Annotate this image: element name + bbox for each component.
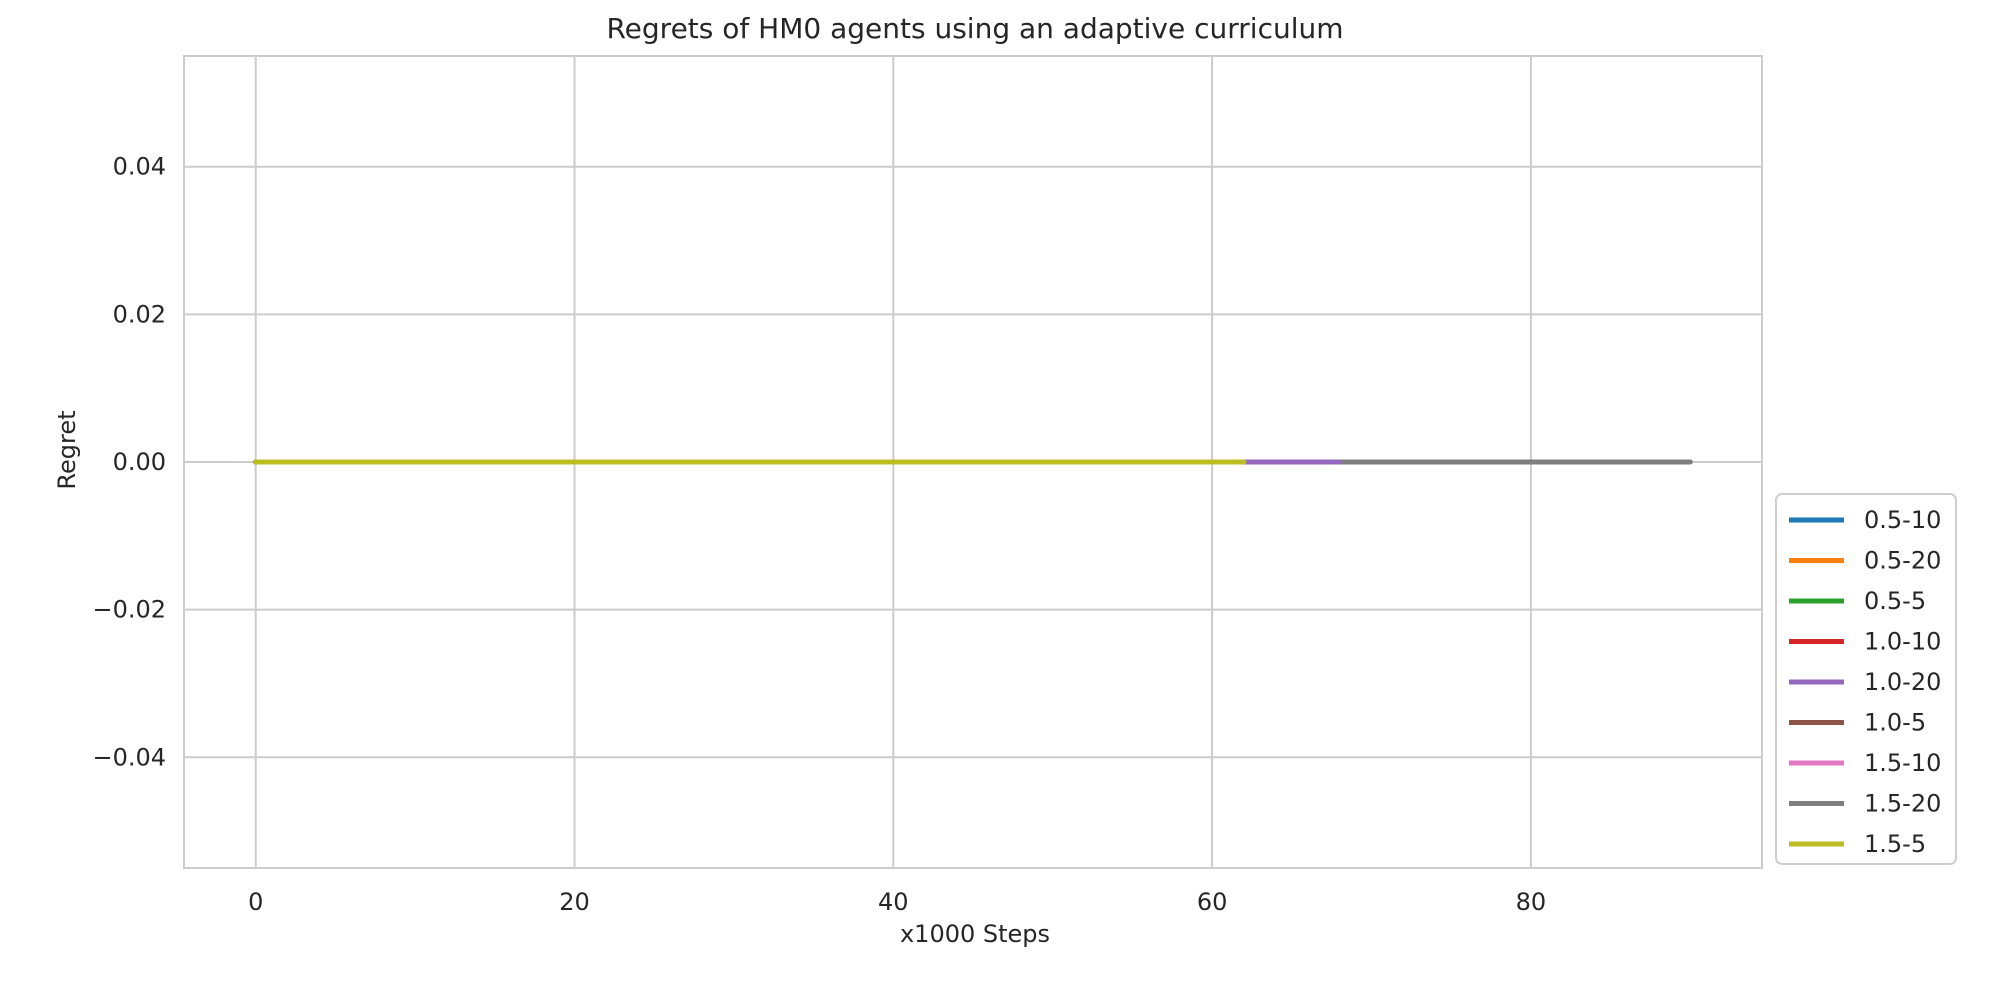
plot-area: [183, 55, 1763, 869]
x-tick-label: 20: [559, 888, 590, 916]
y-tick-label: 0.04: [113, 153, 166, 181]
y-tick-label: −0.04: [92, 743, 166, 771]
legend-box: [1775, 493, 1957, 865]
x-tick-label: 80: [1516, 888, 1547, 916]
chart-title: Regrets of HM0 agents using an adaptive …: [606, 12, 1343, 45]
x-axis-label: x1000 Steps: [900, 920, 1050, 948]
legend: 0.5-10 0.5-20 0.5-5 1.0-10 1.0-20 1.0-5 1.5-10…: [1775, 493, 1957, 865]
y-tick-label: 0.02: [113, 300, 166, 328]
x-tick-label: 40: [878, 888, 909, 916]
y-axis-ticks: 0.04 0.02 0.00 −0.02 −0.04: [92, 153, 166, 772]
legend-label: 1.0-5: [1864, 709, 1926, 737]
legend-label: 0.5-20: [1864, 547, 1941, 575]
legend-label: 1.5-20: [1864, 790, 1941, 818]
legend-label: 0.5-5: [1864, 587, 1926, 615]
legend-label: 1.5-10: [1864, 749, 1941, 777]
y-tick-label: −0.02: [92, 596, 166, 624]
legend-label: 1.0-10: [1864, 628, 1941, 656]
legend-label: 1.5-5: [1864, 830, 1926, 858]
y-tick-label: 0.00: [113, 448, 166, 476]
y-axis-label: Regret: [53, 410, 81, 489]
x-tick-label: 0: [248, 888, 263, 916]
legend-label: 1.0-20: [1864, 668, 1941, 696]
x-tick-label: 60: [1197, 888, 1228, 916]
legend-label: 0.5-10: [1864, 506, 1941, 534]
x-axis-ticks: 0 20 40 60 80: [248, 888, 1546, 916]
